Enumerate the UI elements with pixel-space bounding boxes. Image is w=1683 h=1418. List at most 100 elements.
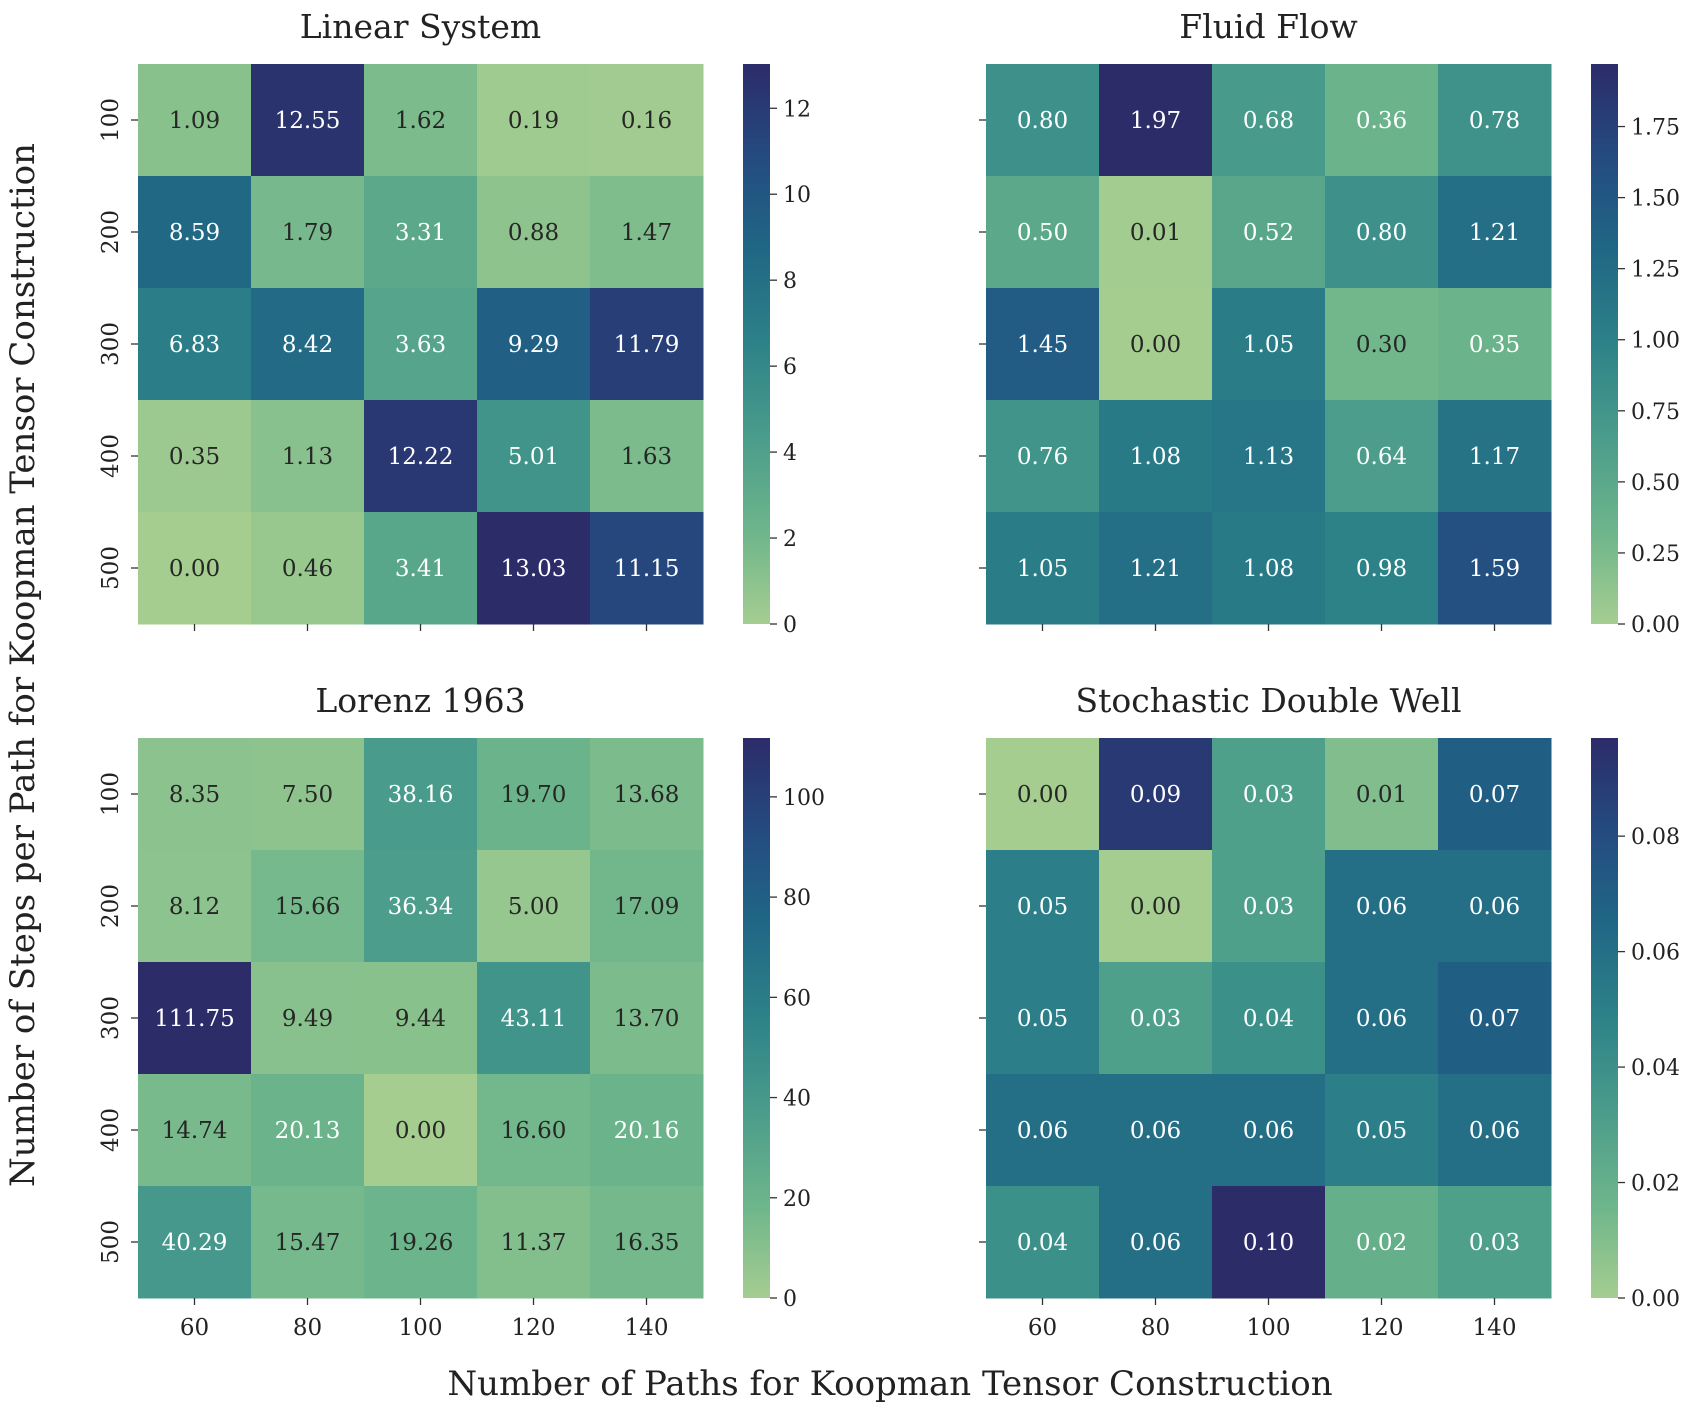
cell-value-label: 5.00 xyxy=(508,894,559,920)
cell-value-label: 0.02 xyxy=(1356,1230,1407,1256)
heatmap-cell xyxy=(1212,176,1326,289)
heatmap-cell xyxy=(986,400,1100,513)
cell-value-label: 0.76 xyxy=(1017,444,1068,470)
heatmap-panel-2: Fluid Flow 0.80 1.97 0.68 0.36 0.78 0.50 0.01 0.… xyxy=(979,7,1680,638)
cell-value-label: 0.52 xyxy=(1243,220,1294,246)
heatmap-cell xyxy=(138,64,252,177)
cell-value-label: 0.03 xyxy=(1130,1006,1181,1032)
cell-value-label: 0.03 xyxy=(1243,782,1294,808)
colorbar-tick-label: 0.08 xyxy=(1631,825,1680,850)
cell-value-label: 0.68 xyxy=(1243,108,1294,134)
heatmap-cell xyxy=(138,962,252,1075)
cell-value-label: 16.35 xyxy=(614,1230,680,1256)
colorbar xyxy=(743,64,770,624)
heatmap-cell xyxy=(1438,1186,1552,1299)
y-tick-label: 200 xyxy=(98,210,124,254)
heatmap-cell xyxy=(590,64,704,177)
cell-value-label: 0.01 xyxy=(1130,220,1181,246)
cell-value-label: 1.13 xyxy=(1243,444,1294,470)
x-tick-label: 140 xyxy=(625,1315,669,1341)
x-tick-label: 80 xyxy=(293,1315,322,1341)
colorbar-tick-label: 60 xyxy=(783,986,811,1011)
heatmap-cell xyxy=(986,850,1100,963)
heatmap-cell xyxy=(1325,850,1439,963)
cell-value-label: 15.66 xyxy=(275,894,341,920)
panel-title: Linear System xyxy=(300,7,541,46)
heatmap-cell xyxy=(1438,400,1552,513)
cell-value-label: 9.44 xyxy=(395,1006,446,1032)
heatmap-cell xyxy=(1212,1074,1326,1187)
heatmap-cell xyxy=(1438,64,1552,177)
colorbar-tick-label: 2 xyxy=(783,527,797,552)
heatmap-cell xyxy=(986,738,1100,851)
cell-value-label: 1.97 xyxy=(1130,108,1181,134)
cell-value-label: 8.35 xyxy=(169,782,220,808)
cell-value-label: 1.62 xyxy=(395,108,446,134)
colorbar-tick-label: 0.00 xyxy=(1631,613,1680,638)
cell-value-label: 5.01 xyxy=(508,444,559,470)
cell-value-label: 8.59 xyxy=(169,220,220,246)
cell-value-label: 0.80 xyxy=(1356,220,1407,246)
cell-value-label: 0.00 xyxy=(1017,782,1068,808)
heatmap-cell xyxy=(1212,64,1326,177)
heatmap-cell xyxy=(1099,288,1213,401)
heatmap-cell xyxy=(251,962,365,1075)
cell-value-label: 1.08 xyxy=(1130,444,1181,470)
cell-value-label: 12.55 xyxy=(275,108,341,134)
heatmap-cell xyxy=(590,176,704,289)
cell-value-label: 0.06 xyxy=(1130,1118,1181,1144)
heatmap-cell xyxy=(1325,288,1439,401)
cell-value-label: 1.47 xyxy=(621,220,672,246)
cell-value-label: 0.00 xyxy=(1130,894,1181,920)
heatmap-cell xyxy=(1438,512,1552,625)
x-tick-label: 100 xyxy=(1247,1315,1291,1341)
heatmap-cell xyxy=(251,176,365,289)
heatmap-cell xyxy=(1212,1186,1326,1299)
x-tick-label: 60 xyxy=(180,1315,209,1341)
cell-value-label: 8.42 xyxy=(282,332,333,358)
cell-value-label: 12.22 xyxy=(388,444,454,470)
cell-value-label: 0.19 xyxy=(508,108,559,134)
y-tick-label: 100 xyxy=(98,772,124,816)
heatmap-cell xyxy=(1438,962,1552,1075)
heatmap-cell xyxy=(1325,1074,1439,1187)
x-tick-label: 120 xyxy=(1360,1315,1404,1341)
cell-value-label: 1.13 xyxy=(282,444,333,470)
heatmap-cell xyxy=(364,738,478,851)
colorbar-tick-label: 0.06 xyxy=(1631,941,1680,966)
heatmap-cell xyxy=(1099,400,1213,513)
cell-value-label: 0.05 xyxy=(1017,1006,1068,1032)
heatmap-cell xyxy=(138,738,252,851)
colorbar-tick-label: 0.02 xyxy=(1631,1172,1680,1197)
heatmap-cell xyxy=(138,288,252,401)
colorbar-tick-label: 0.50 xyxy=(1631,471,1680,496)
colorbar-tick-label: 20 xyxy=(783,1187,811,1212)
heatmap-cell xyxy=(1325,64,1439,177)
cell-value-label: 3.41 xyxy=(395,556,446,582)
colorbar-tick-label: 0.00 xyxy=(1631,1287,1680,1312)
heatmap-cell xyxy=(251,512,365,625)
cell-value-label: 1.59 xyxy=(1469,556,1520,582)
y-tick-label: 400 xyxy=(98,434,124,478)
heatmap-cell xyxy=(1099,850,1213,963)
cell-value-label: 1.09 xyxy=(169,108,220,134)
cell-value-label: 13.03 xyxy=(501,556,567,582)
heatmap-cell xyxy=(364,962,478,1075)
colorbar-tick-label: 80 xyxy=(783,886,811,911)
cell-value-label: 1.63 xyxy=(621,444,672,470)
cell-value-label: 16.60 xyxy=(501,1118,567,1144)
colorbar-tick-label: 1.75 xyxy=(1631,116,1680,141)
cell-value-label: 0.00 xyxy=(169,556,220,582)
cell-value-label: 13.70 xyxy=(614,1006,680,1032)
cell-value-label: 3.63 xyxy=(395,332,446,358)
cell-value-label: 40.29 xyxy=(162,1230,228,1256)
cell-value-label: 3.31 xyxy=(395,220,446,246)
heatmap-cell xyxy=(138,400,252,513)
cell-value-label: 1.08 xyxy=(1243,556,1294,582)
heatmap-cell xyxy=(364,850,478,963)
cell-value-label: 0.06 xyxy=(1130,1230,1181,1256)
cell-value-label: 19.26 xyxy=(388,1230,454,1256)
heatmap-cell xyxy=(1099,738,1213,851)
heatmap-cell xyxy=(251,1074,365,1187)
heatmap-cell xyxy=(138,1186,252,1299)
